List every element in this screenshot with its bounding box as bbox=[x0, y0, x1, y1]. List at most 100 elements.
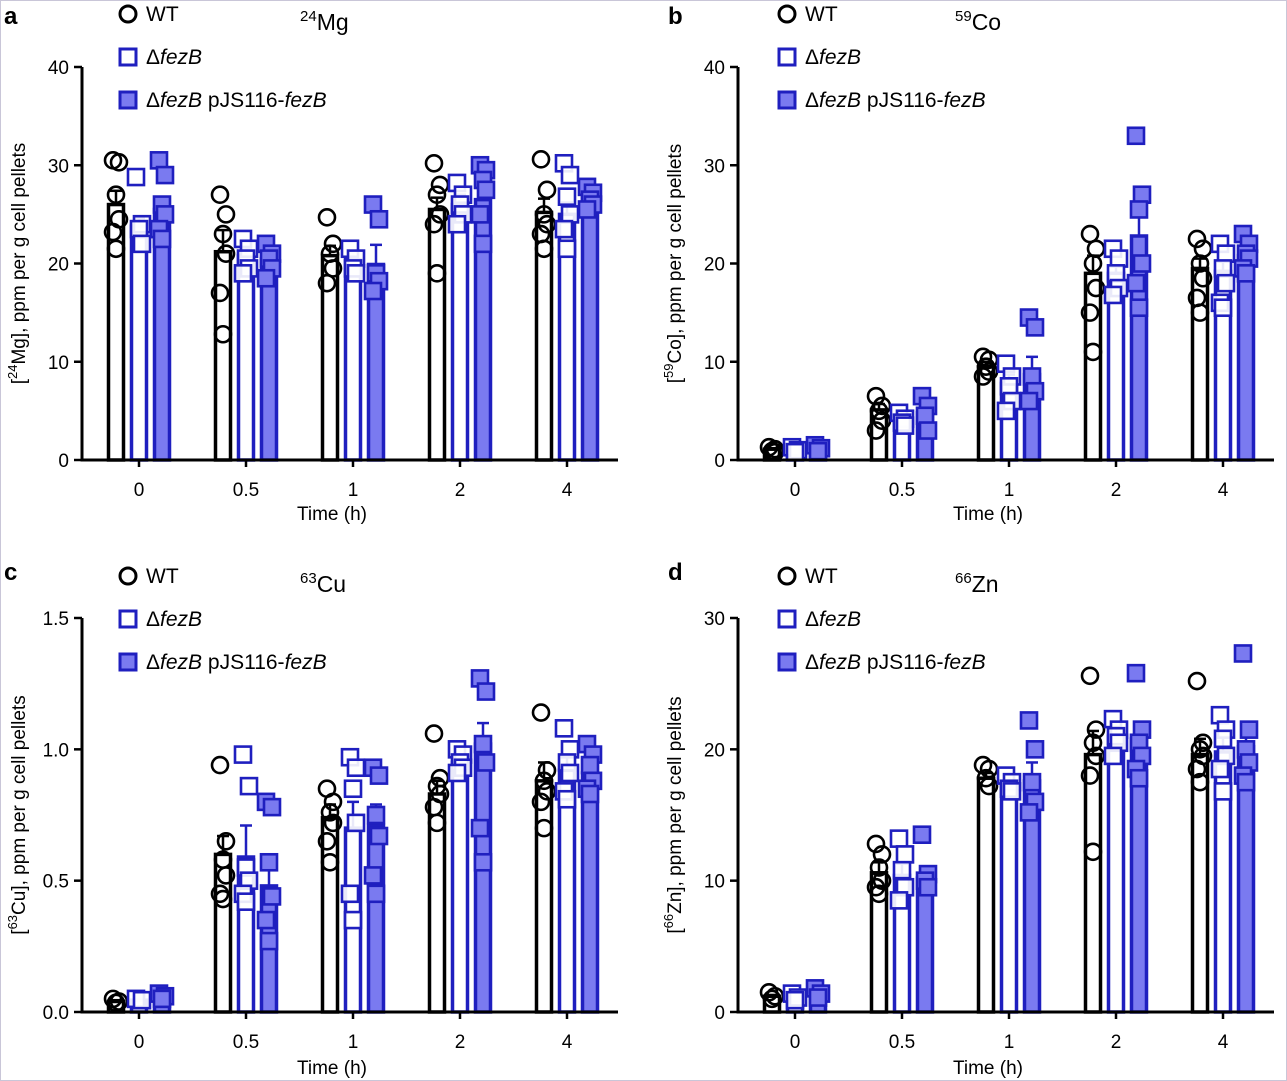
data-point-mutant bbox=[892, 860, 912, 880]
data-point-wt bbox=[531, 703, 551, 722]
isotope-mass: 24 bbox=[300, 8, 317, 25]
data-point-wt bbox=[537, 180, 557, 200]
x-axis-title: Time (h) bbox=[953, 504, 1023, 525]
bar bbox=[213, 249, 233, 462]
data-point-complement bbox=[369, 826, 389, 846]
ylabel-rest: ], ppm per g cell pellets bbox=[9, 143, 30, 338]
data-point-wt bbox=[1190, 303, 1210, 322]
ylabel-element: Co bbox=[665, 339, 686, 363]
x-tick-label: 2 bbox=[455, 1032, 466, 1053]
data-point-wt bbox=[531, 150, 551, 169]
data-point-wt bbox=[1187, 671, 1207, 691]
ylabel-mass: 24 bbox=[5, 365, 20, 379]
y-tick-label: 0 bbox=[714, 451, 725, 472]
x-tick-label: 0.5 bbox=[889, 480, 915, 501]
data-point-complement bbox=[918, 421, 938, 440]
data-point-mutant bbox=[996, 401, 1016, 421]
legend-label-gene: fezB bbox=[160, 651, 202, 674]
bar bbox=[1083, 752, 1103, 1014]
legend-label: ΔfezB bbox=[146, 46, 202, 69]
data-point-wt bbox=[430, 205, 450, 224]
data-point-mutant bbox=[557, 239, 577, 259]
panel-isotope-title: 63Cu bbox=[300, 570, 346, 597]
y-axis-title: [24Mg], ppm per g cell pellets bbox=[5, 143, 30, 385]
data-point-wt bbox=[213, 889, 233, 909]
legend-label-plasmid-gene: fezB bbox=[285, 651, 327, 674]
y-tick-label: 0 bbox=[58, 451, 69, 472]
data-point-complement bbox=[808, 441, 828, 461]
data-point-wt bbox=[323, 813, 343, 833]
bar bbox=[1083, 271, 1103, 462]
y-tick-label: 10 bbox=[48, 353, 69, 374]
legend-label-gene: fezB bbox=[819, 46, 861, 69]
ylabel-mass: 66 bbox=[661, 914, 676, 928]
data-point-wt bbox=[869, 884, 889, 904]
data-point-mutant bbox=[233, 745, 253, 764]
data-point-complement bbox=[580, 755, 600, 775]
data-point-complement bbox=[470, 205, 490, 224]
data-point-complement bbox=[808, 988, 828, 1007]
data-point-complement bbox=[1129, 200, 1149, 219]
legend-label-gene: fezB bbox=[819, 89, 861, 112]
data-point-wt bbox=[1080, 303, 1100, 322]
legend-label-plasmid: pJS116- bbox=[202, 89, 285, 112]
legend-label-gene: fezB bbox=[160, 89, 202, 112]
data-point-wt bbox=[317, 831, 337, 851]
data-point-complement bbox=[1236, 772, 1256, 792]
x-tick-label: 0.5 bbox=[233, 1032, 259, 1053]
data-point-wt bbox=[869, 858, 889, 877]
data-point-complement bbox=[1126, 663, 1146, 683]
x-tick-label: 2 bbox=[455, 480, 466, 501]
data-point-complement bbox=[259, 852, 279, 872]
data-point-mutant bbox=[1216, 273, 1236, 293]
legend-label-plasmid-gene: fezB bbox=[285, 89, 327, 112]
y-tick-label: 10 bbox=[704, 353, 725, 374]
x-tick-label: 4 bbox=[1218, 480, 1229, 501]
data-point-mutant bbox=[785, 990, 805, 1010]
data-point-wt bbox=[531, 792, 551, 812]
data-point-wt bbox=[534, 771, 554, 791]
y-tick-label: 40 bbox=[48, 58, 69, 79]
x-tick-label: 4 bbox=[562, 1032, 573, 1053]
data-point-wt bbox=[216, 244, 236, 263]
x-tick-label: 0 bbox=[790, 480, 801, 501]
y-tick-label: 20 bbox=[704, 255, 725, 276]
data-point-wt bbox=[1083, 733, 1103, 753]
data-point-mutant bbox=[346, 264, 366, 283]
legend-label-plasmid: pJS116- bbox=[202, 651, 285, 674]
x-tick-label: 0 bbox=[134, 1032, 145, 1053]
data-point-wt bbox=[210, 755, 230, 775]
y-tick-label: 0 bbox=[714, 1003, 725, 1024]
data-point-complement bbox=[470, 818, 490, 838]
data-point-mutant bbox=[1213, 729, 1233, 749]
data-point-wt bbox=[534, 239, 554, 259]
data-point-wt bbox=[1080, 666, 1100, 686]
y-tick-label: 30 bbox=[48, 156, 69, 177]
data-point-wt bbox=[427, 813, 447, 833]
data-point-wt bbox=[976, 768, 996, 788]
data-point-complement bbox=[1019, 711, 1039, 730]
bar bbox=[427, 207, 447, 462]
bar bbox=[580, 771, 600, 1014]
bar bbox=[343, 257, 363, 462]
legend-label: WT bbox=[805, 3, 838, 26]
ylabel-bracket: [ bbox=[9, 929, 30, 935]
y-tick-label: 40 bbox=[704, 58, 725, 79]
data-point-wt bbox=[1083, 254, 1103, 273]
data-point-wt bbox=[534, 818, 554, 838]
data-point-mutant bbox=[554, 719, 574, 738]
isotope-element: Co bbox=[972, 9, 1001, 35]
data-point-wt bbox=[1187, 229, 1207, 249]
ylabel-mass: 59 bbox=[661, 363, 676, 377]
panel-isotope-title: 66Zn bbox=[955, 570, 999, 597]
x-tick-label: 4 bbox=[562, 480, 573, 501]
panel-letter: a bbox=[4, 3, 18, 30]
data-point-complement bbox=[363, 866, 383, 885]
legend-wt-circle-icon bbox=[118, 566, 138, 586]
bar bbox=[999, 780, 1019, 1014]
data-point-wt bbox=[762, 989, 782, 1009]
data-point-wt bbox=[317, 208, 337, 227]
data-point-wt bbox=[1083, 842, 1103, 862]
